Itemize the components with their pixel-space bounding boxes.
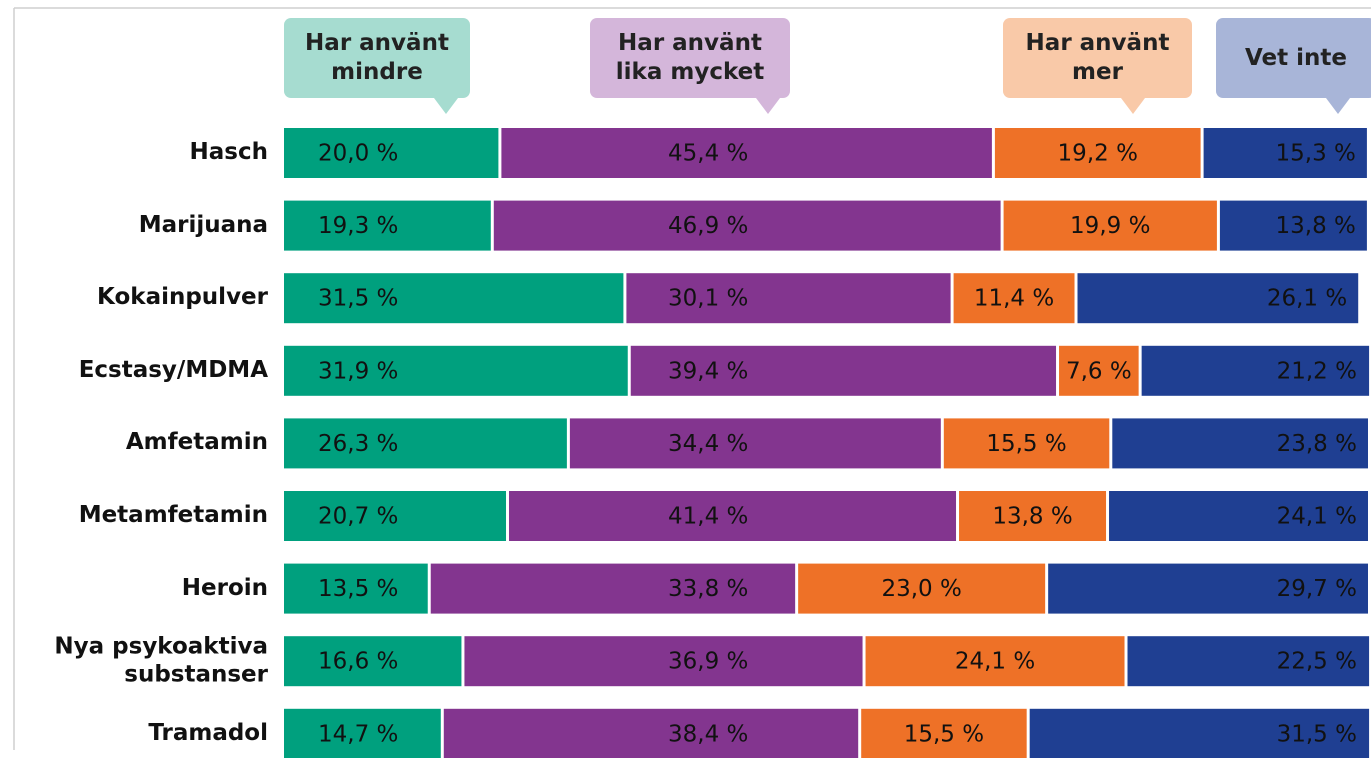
bar-segment bbox=[959, 491, 1107, 541]
bar-segment bbox=[1203, 128, 1367, 178]
bar-segment bbox=[284, 491, 507, 541]
value-label: 33,8 % bbox=[668, 576, 748, 602]
legend-entry: Har använt lika mycket bbox=[590, 18, 790, 114]
value-label: 39,4 % bbox=[668, 358, 748, 384]
value-label: 15,5 % bbox=[986, 431, 1066, 457]
value-label: 26,3 % bbox=[318, 431, 398, 457]
value-label: 20,0 % bbox=[318, 141, 398, 167]
bar-segment bbox=[284, 273, 624, 324]
bar-segment bbox=[994, 128, 1201, 178]
value-label: 22,5 % bbox=[1277, 649, 1357, 675]
bar-segment bbox=[284, 636, 462, 687]
value-label: 26,1 % bbox=[1267, 286, 1347, 312]
bar-segment bbox=[1141, 345, 1370, 396]
value-label: 13,8 % bbox=[992, 504, 1072, 530]
bar-segment bbox=[943, 418, 1110, 469]
legend-entry: Har använt mer bbox=[1003, 18, 1192, 114]
value-label: 11,4 % bbox=[974, 286, 1054, 312]
value-label: 13,8 % bbox=[1276, 213, 1356, 239]
category-label: Kokainpulver bbox=[97, 284, 268, 311]
value-label: 15,5 % bbox=[904, 721, 984, 747]
bar-segment bbox=[1219, 200, 1367, 251]
legend-entry: Har använt mindre bbox=[284, 18, 470, 114]
category-label: Nya psykoaktiva substanser bbox=[54, 633, 268, 688]
value-label: 31,9 % bbox=[318, 358, 398, 384]
value-label: 19,3 % bbox=[318, 213, 398, 239]
value-label: 20,7 % bbox=[318, 504, 398, 530]
value-label: 21,2 % bbox=[1277, 358, 1357, 384]
bar-segment bbox=[630, 345, 1057, 396]
value-label: 31,5 % bbox=[318, 286, 398, 312]
bar-segment bbox=[861, 708, 1027, 758]
bar-segment bbox=[284, 128, 499, 178]
category-label: Marijuana bbox=[138, 211, 268, 238]
bar-segment bbox=[1112, 418, 1368, 469]
bar-segment bbox=[284, 708, 441, 758]
bar-segment bbox=[464, 636, 863, 687]
bar-segment bbox=[430, 563, 796, 614]
bar-segment bbox=[501, 128, 992, 178]
value-label: 30,1 % bbox=[668, 286, 748, 312]
bar-segment bbox=[509, 491, 957, 541]
bar-segment bbox=[953, 273, 1075, 324]
bar-segment bbox=[284, 563, 428, 614]
value-label: 19,9 % bbox=[1070, 213, 1150, 239]
bar-segment bbox=[1059, 345, 1139, 396]
bar-segment bbox=[569, 418, 941, 469]
value-label: 24,1 % bbox=[955, 649, 1035, 675]
category-label: Tramadol bbox=[148, 720, 268, 746]
value-label: 34,4 % bbox=[668, 431, 748, 457]
bar-segment bbox=[284, 418, 567, 469]
value-label: 41,4 % bbox=[668, 504, 748, 530]
bar-segment bbox=[443, 708, 859, 758]
value-label: 31,5 % bbox=[1277, 721, 1357, 747]
category-label: Amfetamin bbox=[125, 429, 268, 456]
value-label: 23,8 % bbox=[1277, 431, 1357, 457]
value-label: 24,1 % bbox=[1277, 504, 1357, 530]
bar-segment bbox=[1003, 200, 1217, 251]
value-label: 46,9 % bbox=[668, 213, 748, 239]
category-label: Metamfetamin bbox=[78, 502, 268, 529]
bar-segment bbox=[1109, 491, 1368, 541]
bar-segment bbox=[284, 345, 628, 396]
value-label: 15,3 % bbox=[1276, 141, 1356, 167]
value-label: 45,4 % bbox=[668, 141, 748, 167]
value-label: 29,7 % bbox=[1277, 576, 1357, 602]
value-label: 36,9 % bbox=[668, 649, 748, 675]
bar-segment bbox=[865, 636, 1125, 687]
value-label: 13,5 % bbox=[318, 576, 398, 602]
value-label: 7,6 % bbox=[1066, 358, 1132, 384]
bar-segment bbox=[798, 563, 1046, 614]
value-label: 23,0 % bbox=[881, 576, 961, 602]
legend-entry: Vet inte bbox=[1216, 18, 1371, 114]
bar-segment bbox=[1127, 636, 1370, 687]
value-label: 38,4 % bbox=[668, 721, 748, 747]
bar-segment bbox=[493, 200, 1001, 251]
value-label: 14,7 % bbox=[318, 721, 398, 747]
bar-segment bbox=[626, 273, 951, 324]
bar-segment bbox=[1077, 273, 1359, 324]
value-label: 19,2 % bbox=[1058, 141, 1138, 167]
category-label: Heroin bbox=[181, 574, 268, 601]
bar-segment bbox=[284, 200, 491, 251]
value-label: 16,6 % bbox=[318, 649, 398, 675]
bar-segment bbox=[1048, 563, 1368, 614]
category-label: Hasch bbox=[189, 139, 268, 166]
category-label: Ecstasy/MDMA bbox=[78, 357, 268, 383]
bar-segment bbox=[1029, 708, 1370, 758]
